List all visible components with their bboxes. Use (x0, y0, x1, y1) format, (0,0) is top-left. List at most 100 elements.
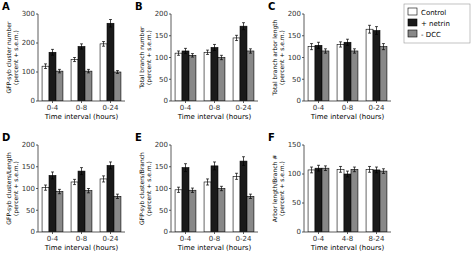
error-cap (375, 34, 378, 35)
error-cap (249, 53, 252, 54)
error-line (74, 179, 75, 184)
x-tick (81, 101, 82, 103)
error-cap (368, 166, 371, 167)
error-cap (346, 39, 349, 40)
error-line (369, 166, 370, 172)
error-cap (249, 48, 252, 49)
error-line (52, 49, 53, 55)
error-cap (87, 72, 90, 73)
x-tick-label: 0-24 (103, 235, 119, 243)
error-cap (191, 57, 194, 58)
error-bar (235, 173, 238, 179)
error-line (221, 55, 222, 59)
y-tick (169, 145, 171, 146)
x-tick (318, 232, 319, 234)
error-cap (109, 168, 112, 169)
error-line (110, 20, 111, 28)
panel-title: E (135, 132, 142, 143)
error-bar (353, 49, 356, 53)
y-tick (302, 232, 304, 233)
error-bar (51, 172, 54, 179)
error-cap (102, 181, 105, 182)
error-bar (220, 186, 223, 190)
error-cap (177, 55, 180, 56)
error-bar (44, 64, 47, 69)
error-bar (382, 169, 385, 174)
bar (315, 45, 322, 101)
plot-area (308, 165, 387, 232)
error-cap (51, 178, 54, 179)
error-line (383, 44, 384, 50)
x-tick (376, 232, 377, 234)
error-bar (242, 23, 245, 30)
error-cap (249, 198, 252, 199)
x-axis-label: Time interval (hours) (44, 113, 119, 121)
error-line (369, 25, 370, 33)
y-tick-label: 0 (297, 228, 301, 236)
y-tick (169, 35, 171, 36)
error-cap (177, 192, 180, 193)
error-cap (368, 172, 371, 173)
x-tick-label: 0-8 (209, 104, 220, 112)
error-bar (87, 189, 90, 193)
y-tick (36, 188, 38, 189)
y-tick (302, 101, 304, 102)
y-axis-label: Total branch number(percent + s.e.m.) (138, 26, 153, 90)
error-line (103, 176, 104, 182)
bar (204, 52, 211, 101)
error-cap (310, 172, 313, 173)
error-line (243, 157, 244, 166)
error-cap (73, 179, 76, 180)
x-tick (110, 232, 111, 234)
y-tick (169, 188, 171, 189)
bar (49, 175, 56, 232)
bar (351, 51, 358, 101)
error-cap (116, 194, 119, 195)
y-tick (169, 14, 171, 15)
error-line (81, 44, 82, 49)
error-cap (44, 185, 47, 186)
bar (218, 58, 225, 102)
bar (189, 190, 196, 232)
error-bar (73, 58, 76, 62)
error-cap (58, 189, 61, 190)
error-bar (324, 166, 327, 171)
error-line (325, 166, 326, 171)
x-axis-label: Time interval (hours) (177, 244, 252, 252)
bar (366, 169, 373, 232)
legend: Control+ netrin- DCC (404, 4, 470, 43)
bar (233, 176, 240, 232)
y-tick-label: 300 (22, 10, 35, 18)
error-cap (310, 167, 313, 168)
error-cap (177, 50, 180, 51)
x-axis-label: Time interval (hours) (177, 113, 252, 121)
y-tick (302, 145, 304, 146)
error-cap (235, 173, 238, 174)
bar (56, 192, 63, 232)
error-line (354, 167, 355, 172)
error-cap (87, 188, 90, 189)
error-cap (242, 156, 245, 157)
x-tick-label: 0-4 (180, 235, 192, 243)
error-cap (382, 173, 385, 174)
error-line (236, 35, 237, 40)
error-cap (324, 48, 327, 49)
y-tick (36, 14, 38, 15)
error-line (221, 186, 222, 190)
error-cap (80, 167, 83, 168)
y-tick-label: 150 (288, 32, 301, 40)
error-line (103, 42, 104, 47)
y-tick (302, 35, 304, 36)
bar (240, 26, 247, 101)
bar (240, 161, 247, 232)
y-tick (302, 203, 304, 204)
error-cap (116, 198, 119, 199)
error-cap (375, 167, 378, 168)
x-tick-label: 8-24 (369, 235, 385, 243)
error-line (383, 169, 384, 174)
error-bar (177, 51, 180, 55)
y-tick-label: 100 (288, 54, 301, 62)
y-tick-label: 100 (288, 170, 301, 178)
y-tick (169, 166, 171, 167)
x-axis-label: Time interval (hours) (310, 113, 385, 121)
